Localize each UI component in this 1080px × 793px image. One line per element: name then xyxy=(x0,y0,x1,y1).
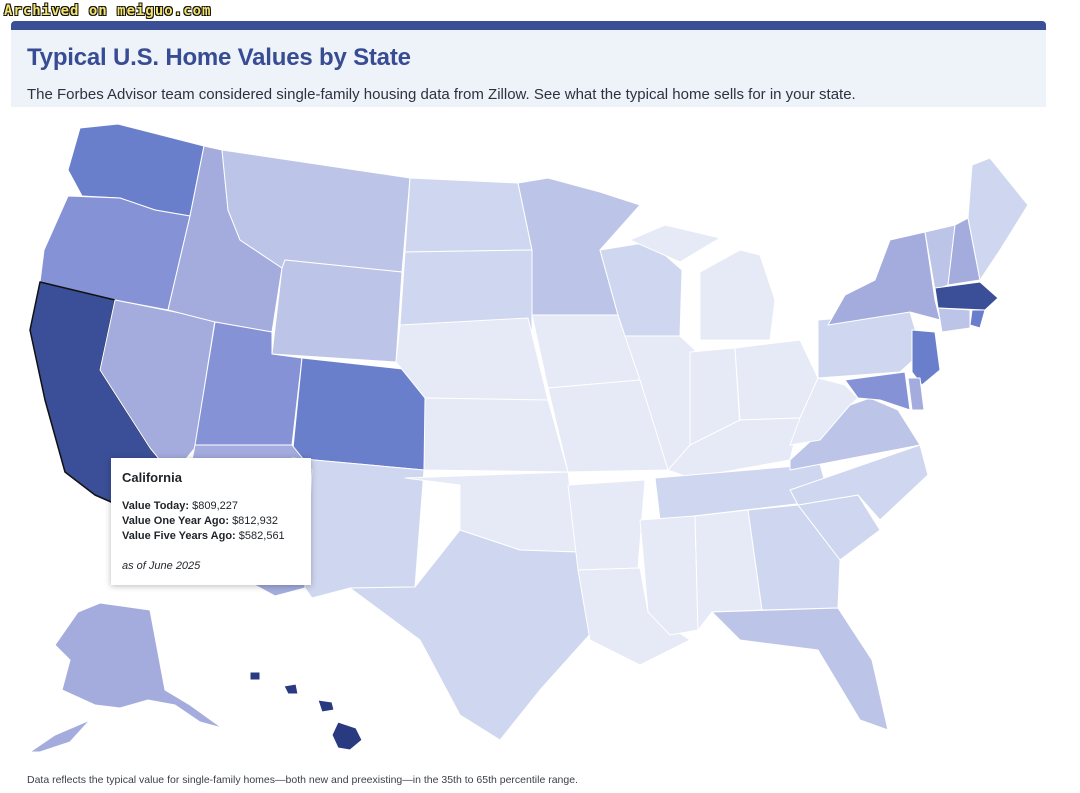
state-MS[interactable] xyxy=(639,515,699,636)
state-NY[interactable] xyxy=(827,231,941,326)
state-SD[interactable] xyxy=(399,249,533,331)
state-AR[interactable] xyxy=(567,479,646,571)
state-KS[interactable] xyxy=(423,397,569,473)
tooltip-state-name: California xyxy=(122,470,182,485)
us-choropleth-map xyxy=(29,123,1029,753)
tooltip-value-one-year: Value One Year Ago: $812,932 xyxy=(122,515,278,527)
state-WV[interactable] xyxy=(789,377,859,446)
state-AK[interactable] xyxy=(54,602,223,729)
state-NJ[interactable] xyxy=(911,329,941,386)
footnote: Data reflects the typical value for sing… xyxy=(27,774,578,786)
state-LA[interactable] xyxy=(577,567,691,666)
state-MA[interactable] xyxy=(934,281,999,311)
state-WY[interactable] xyxy=(271,259,403,363)
state-NE[interactable] xyxy=(395,317,549,401)
state-CT[interactable] xyxy=(937,307,971,333)
state-DE[interactable] xyxy=(907,377,925,411)
map-header: Typical U.S. Home Values by State The Fo… xyxy=(11,21,1046,107)
state-ME[interactable] xyxy=(967,157,1029,281)
tooltip-value-five-years: Value Five Years Ago: $582,561 xyxy=(122,530,285,542)
tooltip-as-of-date: as of June 2025 xyxy=(122,560,201,572)
state-FL[interactable] xyxy=(711,607,889,731)
state-HI-oahu[interactable] xyxy=(283,683,299,695)
state-HI-maui[interactable] xyxy=(317,699,335,713)
state-GA[interactable] xyxy=(747,504,841,611)
state-MI-upper[interactable] xyxy=(629,224,721,263)
state-MD[interactable] xyxy=(844,371,911,411)
state-tooltip: California Value Today: $809,227 Value O… xyxy=(111,458,311,585)
state-ND[interactable] xyxy=(404,177,533,253)
tooltip-value-today: Value Today: $809,227 xyxy=(122,500,238,512)
state-AK-aleutian[interactable] xyxy=(29,719,91,753)
state-HI-bigisland[interactable] xyxy=(331,721,363,751)
archive-watermark: Archived on meiguo.com xyxy=(4,3,212,19)
state-MI[interactable] xyxy=(699,249,776,341)
state-NM[interactable] xyxy=(291,457,425,599)
page-title: Typical U.S. Home Values by State xyxy=(27,44,411,71)
state-HI-kauai[interactable] xyxy=(249,671,261,681)
state-RI[interactable] xyxy=(969,309,986,329)
page-subtitle: The Forbes Advisor team considered singl… xyxy=(27,86,856,103)
